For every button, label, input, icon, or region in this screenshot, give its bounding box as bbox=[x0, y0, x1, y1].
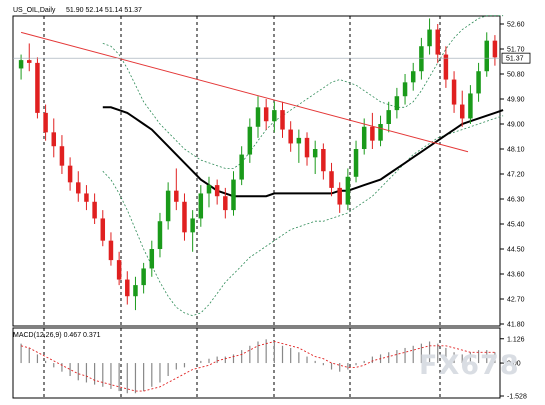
y-tick-label: 48.10 bbox=[507, 147, 525, 154]
candle-body bbox=[247, 126, 253, 155]
candle-body bbox=[402, 82, 408, 97]
candle-body bbox=[288, 129, 293, 144]
candle-body bbox=[353, 149, 359, 177]
candle-body bbox=[419, 46, 424, 72]
candle-body bbox=[476, 71, 481, 94]
candle-body bbox=[337, 187, 342, 205]
candle-body bbox=[296, 137, 302, 144]
macd-tick-label: 1.126 bbox=[507, 336, 525, 343]
candle-body bbox=[182, 201, 187, 233]
candle-body bbox=[59, 146, 65, 166]
candle-body bbox=[386, 110, 391, 124]
y-tick-label: 43.60 bbox=[507, 272, 525, 279]
candle-body bbox=[410, 71, 416, 83]
candle-body bbox=[280, 110, 285, 130]
candle-body bbox=[51, 132, 57, 147]
candle-body bbox=[43, 112, 48, 133]
candle-body bbox=[459, 104, 465, 119]
candle-body bbox=[484, 40, 489, 72]
macd-title: MACD(12,26,9) 0.467 0.371 bbox=[13, 332, 101, 339]
candle-body bbox=[443, 54, 449, 80]
y-tick-label: 49.00 bbox=[507, 122, 525, 129]
candle-body bbox=[92, 201, 97, 219]
y-tick-label: 41.80 bbox=[507, 322, 525, 329]
candle-body bbox=[312, 149, 318, 158]
candle-body bbox=[239, 154, 244, 180]
candle-body bbox=[18, 60, 24, 69]
y-tick-label: 52.60 bbox=[507, 22, 525, 29]
candle-body bbox=[198, 193, 204, 219]
candle-body bbox=[133, 285, 138, 297]
y-tick-label: 51.70 bbox=[507, 47, 525, 54]
candle-body bbox=[174, 190, 179, 202]
moving-average bbox=[102, 106, 504, 198]
candle-body bbox=[394, 96, 400, 111]
candle-body bbox=[214, 185, 220, 197]
y-tick-label: 50.80 bbox=[507, 72, 525, 79]
last-price-box bbox=[501, 52, 531, 64]
candle-body bbox=[157, 221, 163, 249]
candle-body bbox=[100, 218, 106, 241]
candle-body bbox=[321, 149, 326, 172]
y-tick-label: 42.70 bbox=[507, 297, 525, 304]
candle-body bbox=[492, 40, 498, 58]
candles bbox=[18, 18, 498, 311]
y-tick-label: 49.90 bbox=[507, 97, 525, 104]
candle-body bbox=[272, 110, 277, 122]
candle-body bbox=[345, 176, 351, 205]
candle-body bbox=[361, 126, 367, 149]
candle-body bbox=[329, 171, 334, 188]
macd-panel: 1.126 0.00 -1.528 bbox=[20, 336, 527, 401]
candle-body bbox=[370, 126, 375, 141]
candle-body bbox=[190, 218, 195, 233]
candle-body bbox=[451, 79, 457, 105]
candle-body bbox=[125, 279, 130, 297]
candle-body bbox=[67, 165, 73, 183]
lower-band-line bbox=[102, 115, 504, 317]
y-tick-label: 47.20 bbox=[507, 172, 525, 179]
candle-body bbox=[165, 190, 171, 222]
trendline bbox=[20, 31, 469, 153]
trendline-group bbox=[20, 31, 469, 153]
candle-body bbox=[427, 29, 432, 47]
y-tick-label: 46.30 bbox=[507, 197, 525, 204]
candle-body bbox=[149, 249, 155, 269]
moving-average-line bbox=[102, 106, 504, 198]
y-tick-label: 44.50 bbox=[507, 247, 525, 254]
candle-body bbox=[304, 137, 310, 158]
candle-body bbox=[27, 60, 32, 63]
candle-body bbox=[263, 107, 269, 122]
candle-body bbox=[84, 193, 89, 202]
y-tick-label: 45.40 bbox=[507, 222, 525, 229]
candle-body bbox=[378, 124, 383, 141]
upper-band-line bbox=[102, 15, 504, 169]
ohlc-readout: 51.90 52.14 51.14 51.37 bbox=[66, 7, 142, 14]
watermark-logo: FX678 bbox=[419, 350, 520, 381]
candle-body bbox=[468, 93, 473, 119]
price-panel-frame bbox=[12, 15, 501, 327]
candle-body bbox=[108, 240, 114, 261]
price-axis: 52.60 51.70 50.80 49.90 49.00 48.10 47.20 46.30… bbox=[13, 22, 531, 329]
macd-tick-label: 0.00 bbox=[507, 361, 521, 368]
candle-body bbox=[76, 182, 81, 194]
chart-title: US_OIL,Daily bbox=[13, 7, 56, 14]
last-price-label: 51.37 bbox=[506, 56, 524, 63]
candle-body bbox=[435, 29, 440, 55]
envelope-bands bbox=[102, 15, 504, 317]
candle-body bbox=[116, 260, 122, 280]
candle-body bbox=[35, 62, 40, 113]
macd-tick-label: -1.528 bbox=[507, 394, 527, 400]
candle-body bbox=[206, 185, 212, 194]
candle-body bbox=[141, 268, 146, 286]
candle-body bbox=[223, 196, 228, 211]
candle-body bbox=[231, 179, 236, 211]
candle-body bbox=[255, 107, 261, 127]
